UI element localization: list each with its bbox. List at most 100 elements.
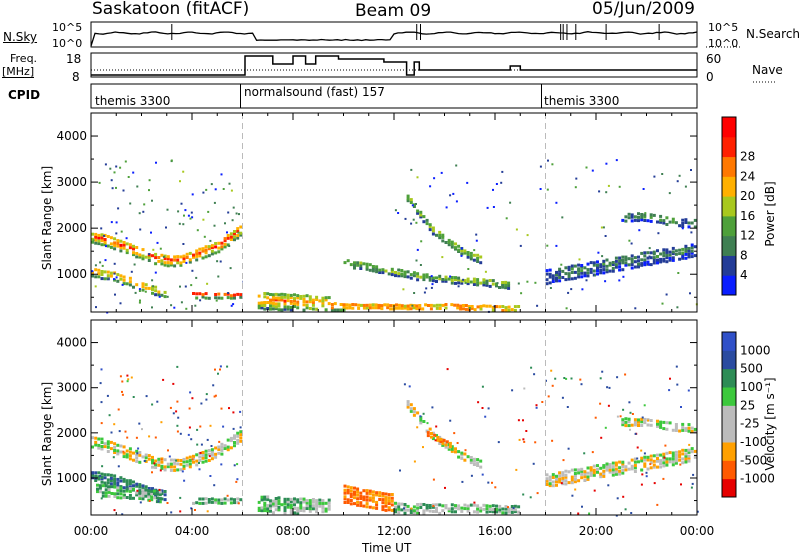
colorbar-tick-label: 28 — [740, 150, 755, 164]
data-cell — [441, 278, 445, 281]
data-cell — [450, 510, 454, 514]
data-cell — [154, 293, 158, 297]
data-cell — [381, 492, 385, 496]
data-cell — [435, 276, 438, 280]
noise-cell — [634, 432, 637, 435]
data-cell — [491, 510, 495, 514]
noise-cell — [600, 436, 603, 439]
data-cell — [318, 498, 322, 502]
noise-cell — [475, 233, 478, 236]
data-cell — [431, 229, 435, 233]
noise-cell — [491, 481, 493, 484]
data-cell — [122, 241, 126, 244]
data-cell — [155, 492, 159, 496]
data-cell — [656, 453, 659, 457]
data-cell — [441, 279, 445, 283]
data-cell — [671, 460, 675, 464]
data-cell — [356, 493, 360, 497]
data-cell — [368, 303, 372, 307]
data-cell — [425, 503, 429, 507]
data-cell — [339, 303, 343, 306]
data-cell — [419, 210, 423, 214]
data-cell — [109, 236, 113, 240]
noise-cell — [220, 407, 223, 410]
noise-cell — [200, 443, 203, 446]
data-cell — [343, 495, 347, 499]
data-cell — [570, 475, 574, 479]
data-cell — [158, 500, 162, 504]
data-cell — [668, 451, 672, 455]
data-cell — [207, 296, 211, 300]
noise-cell — [121, 513, 124, 516]
data-cell — [687, 221, 691, 225]
data-cell — [400, 272, 404, 276]
data-cell — [397, 502, 401, 506]
data-cell — [561, 471, 565, 475]
data-cell — [223, 245, 227, 249]
noise-cell — [176, 400, 179, 403]
data-cell — [479, 506, 483, 510]
data-cell — [457, 455, 461, 459]
noise-cell — [645, 475, 648, 478]
noise-cell — [497, 441, 500, 444]
data-cell — [551, 480, 555, 484]
data-cell — [185, 456, 189, 460]
data-cell — [204, 501, 208, 505]
data-cell — [693, 225, 697, 229]
data-cell — [274, 307, 278, 311]
data-cell — [425, 273, 429, 277]
data-cell — [463, 503, 467, 507]
data-cell — [439, 440, 443, 443]
data-cell — [665, 457, 669, 461]
data-cell — [128, 246, 132, 250]
data-cell — [138, 489, 142, 493]
data-cell — [428, 228, 432, 232]
noise-cell — [690, 231, 693, 234]
data-cell — [687, 247, 691, 250]
noise-cell — [196, 428, 199, 431]
noise-cell — [205, 398, 208, 401]
data-cell — [217, 451, 221, 455]
noise-cell — [94, 285, 97, 288]
data-cell — [109, 476, 113, 480]
data-cell — [545, 272, 549, 276]
data-cell — [135, 456, 139, 460]
data-cell — [545, 479, 549, 483]
data-cell — [501, 281, 505, 284]
noise-cell — [431, 283, 434, 286]
data-cell — [577, 267, 581, 271]
data-cell — [296, 500, 300, 504]
data-cell — [289, 293, 293, 297]
data-cell — [182, 257, 186, 260]
data-cell — [135, 491, 139, 495]
data-cell — [166, 255, 170, 259]
data-cell — [97, 471, 101, 475]
data-cell — [201, 247, 205, 251]
data-cell — [144, 491, 148, 495]
noise-cell — [580, 383, 583, 386]
data-cell — [299, 503, 303, 507]
data-cell — [633, 423, 637, 427]
data-cell — [374, 303, 378, 307]
data-cell — [365, 505, 369, 509]
noise-cell — [210, 183, 213, 186]
data-cell — [397, 507, 401, 511]
noise-cell — [629, 428, 631, 431]
data-cell — [368, 268, 372, 272]
noise-cell — [183, 479, 186, 482]
data-cell — [656, 255, 659, 258]
data-cell — [643, 215, 647, 219]
data-cell — [150, 492, 154, 496]
data-cell — [135, 459, 139, 463]
data-cell — [473, 308, 477, 312]
noise-cell — [492, 206, 495, 208]
data-cell — [176, 258, 180, 262]
data-cell — [504, 309, 508, 312]
colorbar-tick-label: -500 — [740, 453, 767, 467]
data-cell — [176, 255, 180, 259]
data-cell — [589, 466, 593, 470]
data-cell — [169, 258, 173, 262]
data-cell — [166, 462, 170, 466]
data-cell — [545, 477, 549, 481]
